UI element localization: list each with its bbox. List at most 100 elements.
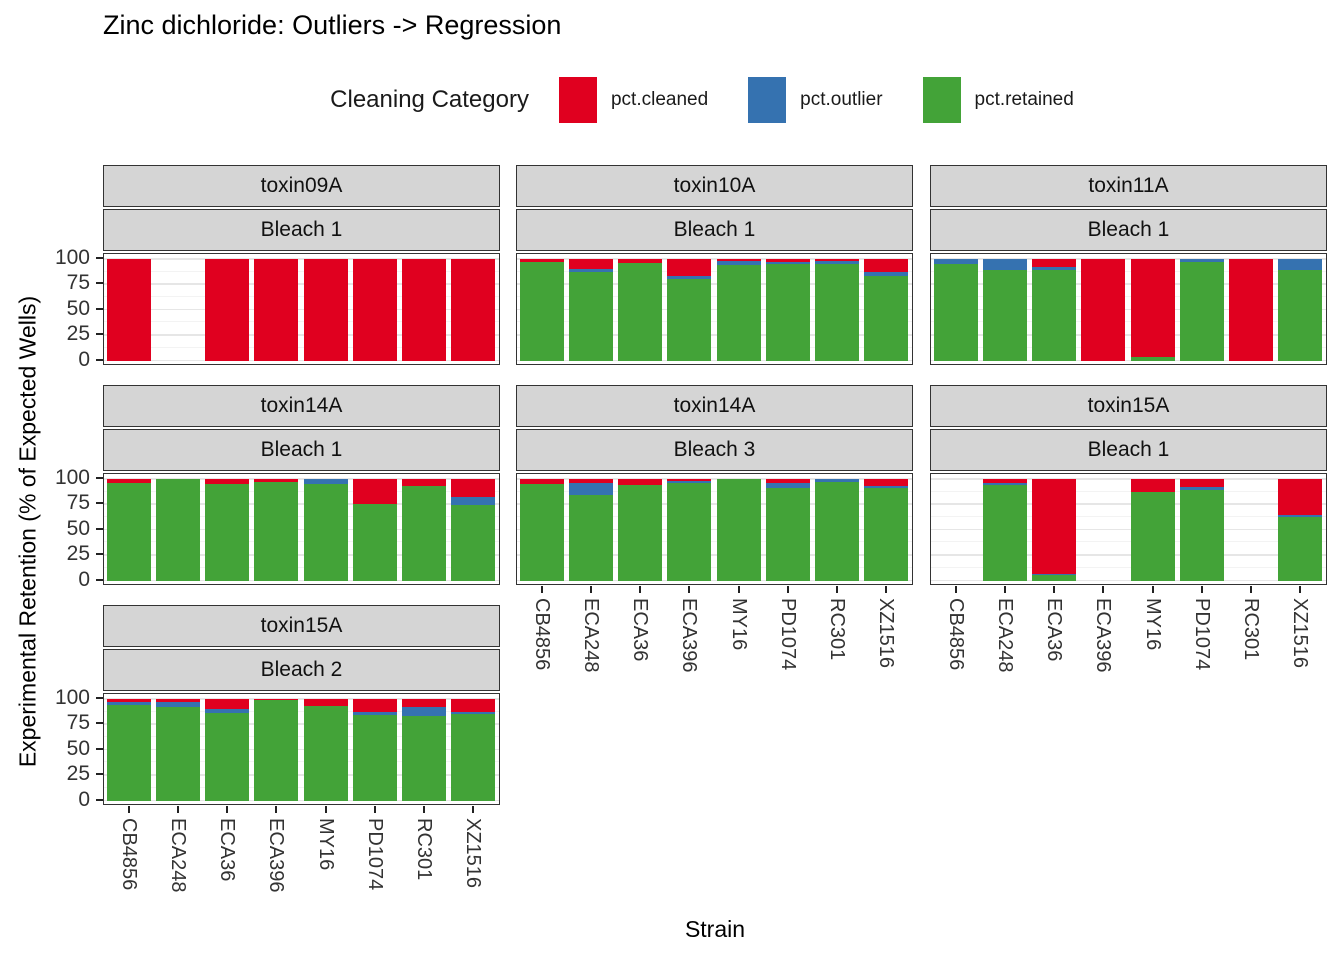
- y-axis-tick: [96, 307, 103, 310]
- gridline-minor: [517, 516, 912, 518]
- y-axis-title: Experimental Retention (% of Expected We…: [14, 295, 41, 768]
- bar-segment-cleaned: [864, 259, 909, 273]
- bar-segment-cleaned: [667, 259, 712, 277]
- bar-ECA36: [618, 474, 663, 584]
- x-axis-tick: [127, 806, 130, 813]
- gridline-major: [104, 258, 499, 260]
- bar-segment-cleaned: [205, 479, 250, 485]
- bar-segment-retained: [106, 705, 151, 801]
- gridline-minor: [104, 516, 499, 518]
- bar-segment-outlier: [303, 479, 348, 485]
- gridline-major: [104, 698, 499, 700]
- x-axis-tick-label-CB4856: CB4856: [117, 818, 140, 891]
- gridline-minor: [104, 321, 499, 323]
- legend-title: Cleaning Category: [330, 86, 529, 113]
- gridline-minor: [104, 490, 499, 492]
- bar-segment-outlier: [1032, 267, 1077, 271]
- gridline-major: [517, 478, 912, 480]
- bar-segment-cleaned: [1032, 479, 1077, 575]
- bar-segment-retained: [519, 262, 564, 361]
- x-axis-tick-label-XZ1516: XZ1516: [875, 598, 898, 669]
- facet-panel: [516, 253, 913, 365]
- bar-RC301: [402, 254, 447, 364]
- facet-strip-bleach: Bleach 1: [103, 429, 500, 471]
- legend-key-cleaned-icon: [558, 77, 597, 123]
- y-axis-tick-label: 25: [66, 542, 90, 566]
- bar-ECA248: [155, 694, 200, 804]
- bar-MY16: [1130, 474, 1175, 584]
- bar-PD1074: [352, 254, 397, 364]
- bar-segment-cleaned: [864, 479, 909, 487]
- gridline-major: [517, 554, 912, 556]
- x-axis-tick: [1151, 586, 1154, 593]
- gridline-major: [931, 579, 1326, 581]
- bar-segment-retained: [933, 264, 978, 361]
- y-axis-tick: [96, 527, 103, 530]
- bar-ECA396: [254, 254, 299, 364]
- facet-strip-toxin: toxin14A: [103, 385, 500, 427]
- bar-segment-cleaned: [303, 259, 348, 361]
- facet-strip-bleach: Bleach 1: [516, 209, 913, 251]
- x-axis-tick: [885, 586, 888, 593]
- plot-area: [931, 474, 1326, 584]
- bar-segment-cleaned: [568, 479, 613, 484]
- bar-segment-outlier: [352, 712, 397, 716]
- gridline-major: [104, 503, 499, 505]
- x-axis-tick: [688, 586, 691, 593]
- facet-strip-bleach: Bleach 1: [103, 209, 500, 251]
- y-axis-tick: [96, 477, 103, 479]
- y-axis-tick: [96, 333, 103, 336]
- x-axis-tick-label-RC301: RC301: [826, 598, 849, 661]
- gridline-minor: [931, 541, 1326, 543]
- bar-segment-cleaned: [716, 259, 761, 262]
- bar-segment-retained: [1032, 575, 1077, 581]
- x-axis-tick-label-ECA248: ECA248: [166, 818, 189, 893]
- x-axis-tick-label-XZ1516: XZ1516: [1289, 598, 1312, 669]
- facet-toxin09A-Bleach1: toxin09A Bleach 1 100 75 50 25 0: [55, 165, 500, 370]
- gridline-major: [517, 308, 912, 311]
- gridline-major: [104, 723, 499, 725]
- bar-segment-retained: [716, 479, 761, 581]
- bar-segment-retained: [205, 713, 250, 801]
- x-axis-tick: [639, 586, 642, 593]
- bar-segment-retained: [352, 504, 397, 581]
- bar-CB4856: [106, 254, 151, 364]
- gridline-major: [931, 334, 1326, 336]
- bar-XZ1516: [451, 254, 496, 364]
- bar-segment-cleaned: [352, 479, 397, 505]
- bar-segment-cleaned: [815, 259, 860, 262]
- gridline-minor: [104, 786, 499, 788]
- x-axis-tick-label-ECA248: ECA248: [993, 598, 1016, 673]
- bar-MY16: [716, 254, 761, 364]
- x-axis-tick-label-ECA396: ECA396: [265, 818, 288, 893]
- bar-segment-cleaned: [765, 259, 810, 263]
- gridline-major: [104, 799, 499, 801]
- bar-segment-outlier: [568, 269, 613, 273]
- bar-ECA248: [155, 474, 200, 584]
- x-axis-tick-label-ECA396: ECA396: [1092, 598, 1115, 673]
- gridline-major: [931, 283, 1326, 285]
- bar-XZ1516: [864, 474, 909, 584]
- bar-segment-cleaned: [1229, 259, 1274, 361]
- bar-XZ1516: [1278, 254, 1323, 364]
- bar-ECA248: [982, 474, 1027, 584]
- bar-MY16: [1130, 254, 1175, 364]
- facet-strip-bleach: Bleach 3: [516, 429, 913, 471]
- plot-area: [104, 694, 499, 804]
- gridline-major: [517, 528, 912, 531]
- gridline-minor: [104, 296, 499, 298]
- y-axis-tick-label: 25: [66, 762, 90, 786]
- bar-segment-outlier: [451, 497, 496, 506]
- bar-segment-retained: [303, 484, 348, 581]
- bar-segment-outlier: [864, 272, 909, 277]
- facet-strip-toxin: toxin09A: [103, 165, 500, 207]
- bar-segment-outlier: [815, 479, 860, 483]
- gridline-major: [104, 554, 499, 556]
- bar-segment-retained: [155, 479, 200, 581]
- bar-segment-outlier: [155, 702, 200, 708]
- bar-PD1074: [352, 694, 397, 804]
- plot-area: [104, 474, 499, 584]
- bar-segment-cleaned: [618, 259, 663, 264]
- bar-segment-retained: [451, 505, 496, 581]
- bar-XZ1516: [451, 474, 496, 584]
